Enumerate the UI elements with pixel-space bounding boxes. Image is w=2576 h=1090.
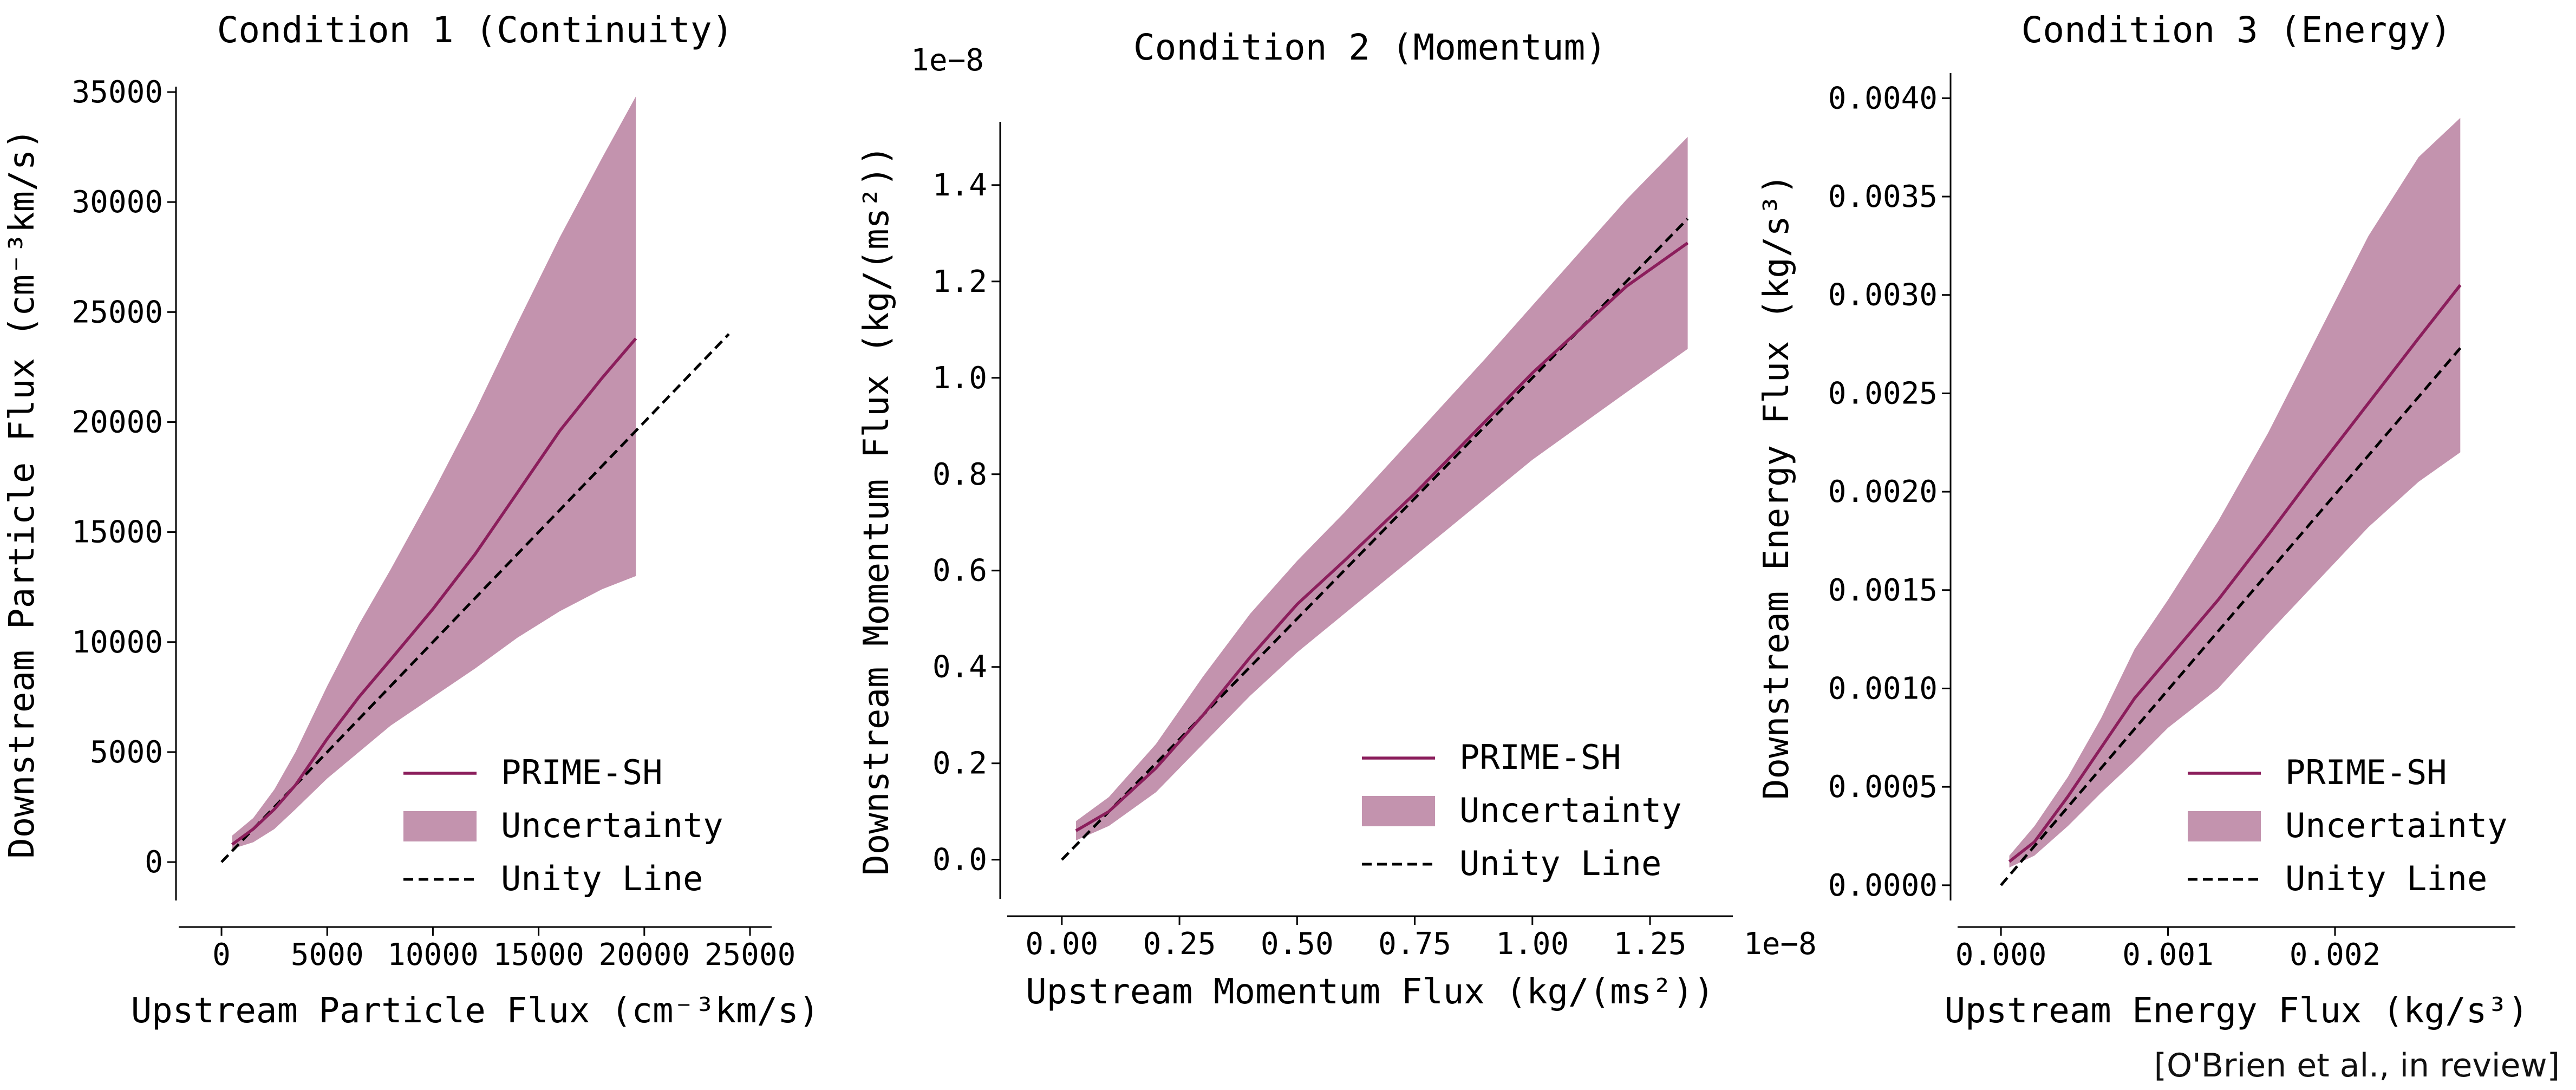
y-tick-label: 5000 bbox=[90, 735, 163, 770]
x-tick-label: 5000 bbox=[291, 937, 364, 972]
y-tick-label: 0.0 bbox=[932, 843, 987, 878]
x-axis-label: Upstream Momentum Flux (kg/(ms²)) bbox=[1026, 972, 1714, 1012]
x-tick-label: 20000 bbox=[599, 937, 690, 972]
y-tick-label: 0.6 bbox=[932, 553, 987, 589]
x-tick-label: 0 bbox=[212, 937, 231, 972]
y-tick-label: 0.0025 bbox=[1828, 376, 1938, 411]
citation-credit: [O'Brien et al., in review] bbox=[2154, 1047, 2560, 1085]
y-tick-label: 0.0010 bbox=[1828, 671, 1938, 706]
y-tick-label: 0.0000 bbox=[1828, 868, 1938, 903]
prime-sh-line bbox=[1075, 242, 1689, 832]
x-tick-label: 1.00 bbox=[1496, 926, 1569, 962]
unity-line bbox=[2000, 347, 2462, 886]
x-tick-label: 0.50 bbox=[1261, 926, 1334, 962]
x-tick-label: 0.75 bbox=[1378, 926, 1451, 962]
legend-label-unity-line: Unity Line bbox=[501, 859, 703, 898]
y-tick-label: 0 bbox=[145, 845, 163, 880]
x-axis-label: Upstream Energy Flux (kg/s³) bbox=[1945, 991, 2529, 1031]
y-tick-label: 10000 bbox=[71, 625, 163, 660]
legend-band-swatch bbox=[2188, 811, 2261, 841]
x-offset-label: 1e−8 bbox=[1744, 926, 1817, 962]
y-tick-label: 25000 bbox=[71, 295, 163, 330]
x-tick-label: 0.000 bbox=[1955, 937, 2047, 972]
y-tick-label: 0.8 bbox=[932, 457, 987, 492]
y-tick-label: 0.0015 bbox=[1828, 573, 1938, 608]
y-offset-label: 1e−8 bbox=[911, 43, 984, 78]
legend-label-uncertainty: Uncertainty bbox=[2285, 806, 2508, 845]
y-tick-label: 0.2 bbox=[932, 746, 987, 781]
legend: PRIME-SH Uncertainty Unity Line bbox=[2188, 753, 2508, 898]
legend-label-uncertainty: Uncertainty bbox=[1459, 791, 1682, 830]
y-tick-label: 35000 bbox=[71, 75, 163, 110]
x-tick-label: 0.25 bbox=[1143, 926, 1216, 962]
y-tick-label: 1.2 bbox=[932, 264, 987, 299]
y-tick-label: 0.0040 bbox=[1828, 81, 1938, 116]
legend-label-prime-sh: PRIME-SH bbox=[501, 753, 663, 792]
prime-sh-line bbox=[231, 337, 637, 846]
y-axis-label: Downstream Energy Flux (kg/s³) bbox=[1757, 174, 1797, 800]
y-tick-label: 0.4 bbox=[932, 650, 987, 685]
y-tick-label: 0.0030 bbox=[1828, 278, 1938, 313]
x-tick-label: 0.00 bbox=[1025, 926, 1098, 962]
legend-label-unity-line: Unity Line bbox=[2285, 859, 2487, 898]
legend-label-uncertainty: Uncertainty bbox=[501, 806, 723, 845]
y-tick-label: 0.0005 bbox=[1828, 769, 1938, 805]
y-tick-label: 1.0 bbox=[932, 361, 987, 396]
x-tick-label: 0.002 bbox=[2290, 937, 2381, 972]
legend-label-unity-line: Unity Line bbox=[1459, 844, 1661, 883]
chart-title: Condition 3 (Energy) bbox=[2021, 9, 2452, 51]
legend-band-swatch bbox=[1362, 796, 1435, 826]
x-tick-label: 10000 bbox=[387, 937, 479, 972]
legend-band-swatch bbox=[403, 811, 477, 841]
legend: PRIME-SH Uncertainty Unity Line bbox=[1362, 737, 1682, 883]
y-tick-label: 0.0035 bbox=[1828, 179, 1938, 214]
legend: PRIME-SH Uncertainty Unity Line bbox=[403, 753, 723, 898]
y-tick-label: 20000 bbox=[71, 404, 163, 440]
y-tick-label: 1.4 bbox=[932, 168, 987, 203]
legend-label-prime-sh: PRIME-SH bbox=[2285, 753, 2447, 792]
y-axis-label: Downstream Particle Flux (cm⁻³km/s) bbox=[2, 128, 42, 859]
uncertainty-band bbox=[2009, 118, 2461, 868]
y-tick-label: 30000 bbox=[71, 185, 163, 220]
x-tick-label: 25000 bbox=[705, 937, 796, 972]
x-tick-label: 0.001 bbox=[2122, 937, 2214, 972]
y-tick-label: 15000 bbox=[71, 515, 163, 550]
unity-line bbox=[220, 333, 730, 863]
x-tick-label: 15000 bbox=[493, 937, 584, 972]
chart-energy: 0.000 0.001 0.002 0.0000 0.0005 0.0010 0.0015 0… bbox=[1757, 9, 2528, 1031]
x-tick-label: 1.25 bbox=[1614, 926, 1687, 962]
prime-sh-line bbox=[2008, 284, 2462, 863]
chart-title: Condition 2 (Momentum) bbox=[1133, 27, 1607, 68]
y-tick-label: 0.0020 bbox=[1828, 474, 1938, 510]
x-axis-label: Upstream Particle Flux (cm⁻³km/s) bbox=[131, 991, 820, 1031]
uncertainty-band bbox=[232, 96, 636, 849]
y-axis-label: Downstream Momentum Flux (kg/(ms²)) bbox=[857, 145, 897, 876]
chart-continuity: 0 5000 10000 15000 20000 25000 0 5000 10000 15000… bbox=[2, 9, 819, 1031]
uncertainty-band bbox=[1075, 136, 1688, 841]
chart-momentum: 0.00 0.25 0.50 0.75 1.00 1.25 0.0 0.2 0.4 0.6 0.8 1… bbox=[857, 27, 1817, 1012]
chart-title: Condition 1 (Continuity) bbox=[217, 9, 734, 51]
legend-label-prime-sh: PRIME-SH bbox=[1459, 737, 1621, 777]
